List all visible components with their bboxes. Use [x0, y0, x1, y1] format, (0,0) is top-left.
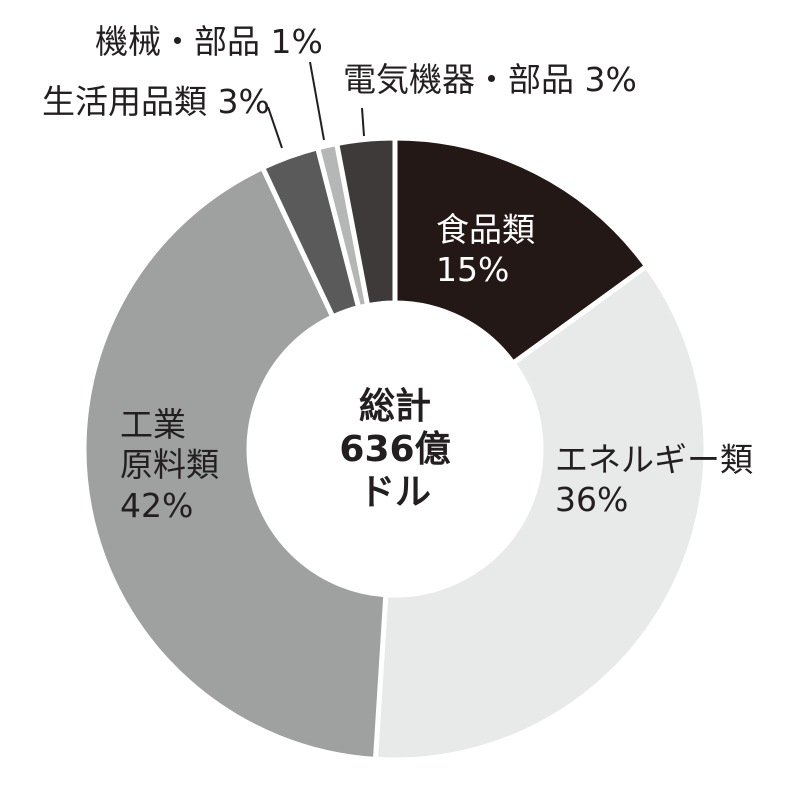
center-line-3: ドル	[358, 472, 431, 514]
label-food-pct: 15%	[436, 250, 510, 290]
label-machinery: 機械・部品 1%	[95, 22, 323, 62]
label-industrial-pct: 42%	[120, 485, 194, 525]
label-industrial-line1: 工業	[120, 405, 186, 444]
label-electrical-text: 電気機器・部品 3%	[343, 60, 637, 99]
label-food-name: 食品類	[436, 210, 535, 249]
label-energy: エネルギー類 36%	[555, 440, 753, 521]
label-industrial: 工業 原料類 42%	[120, 405, 219, 526]
leader-line-electrical	[361, 107, 365, 137]
center-line-1: 総計	[358, 386, 431, 427]
leader-lines	[267, 61, 365, 149]
donut-hole	[249, 303, 541, 595]
label-food: 食品類 15%	[436, 210, 535, 291]
label-industrial-line2: 原料類	[120, 445, 219, 485]
label-machinery-text: 機械・部品 1%	[95, 22, 323, 61]
leader-line-machinery	[309, 61, 325, 141]
label-household: 生活用品類 3%	[42, 82, 270, 122]
label-energy-name: エネルギー類	[555, 440, 753, 479]
label-electrical: 電気機器・部品 3%	[343, 60, 637, 100]
center-total-label: 総計 636億 ドル	[300, 385, 490, 515]
center-line-2: 636億	[339, 429, 451, 471]
label-energy-pct: 36%	[555, 480, 629, 520]
leader-line-household	[267, 106, 283, 149]
label-household-text: 生活用品類 3%	[42, 82, 270, 121]
donut-slices	[81, 135, 709, 763]
